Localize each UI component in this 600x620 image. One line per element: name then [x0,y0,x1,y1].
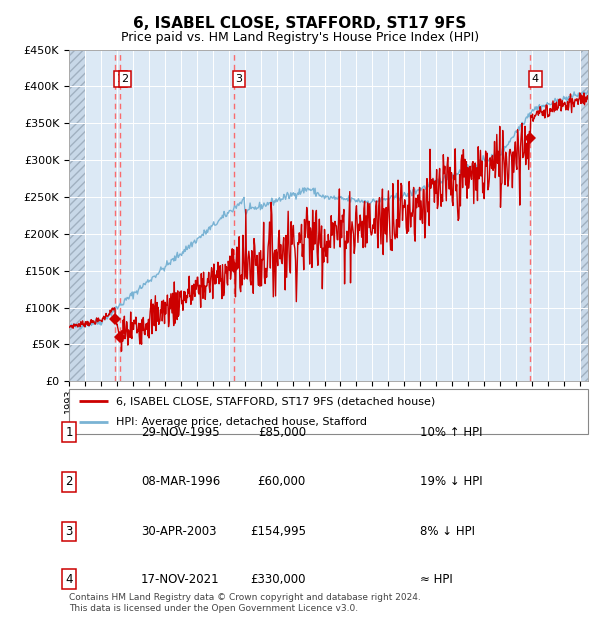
Text: 4: 4 [532,74,539,84]
FancyBboxPatch shape [69,389,588,434]
Text: 29-NOV-1995: 29-NOV-1995 [141,426,220,438]
Text: HPI: Average price, detached house, Stafford: HPI: Average price, detached house, Staf… [116,417,367,427]
Text: £60,000: £60,000 [258,476,306,488]
Text: 19% ↓ HPI: 19% ↓ HPI [420,476,482,488]
Text: ≈ HPI: ≈ HPI [420,573,453,585]
Text: 3: 3 [236,74,242,84]
Text: 6, ISABEL CLOSE, STAFFORD, ST17 9FS: 6, ISABEL CLOSE, STAFFORD, ST17 9FS [133,16,467,30]
Text: 6, ISABEL CLOSE, STAFFORD, ST17 9FS (detached house): 6, ISABEL CLOSE, STAFFORD, ST17 9FS (det… [116,396,435,407]
Text: 10% ↑ HPI: 10% ↑ HPI [420,426,482,438]
Text: 08-MAR-1996: 08-MAR-1996 [141,476,220,488]
Bar [580,50,588,381]
Text: 3: 3 [65,525,73,538]
Text: 1: 1 [65,426,73,438]
Text: Price paid vs. HM Land Registry's House Price Index (HPI): Price paid vs. HM Land Registry's House … [121,31,479,44]
Text: 2: 2 [65,476,73,488]
Text: 1: 1 [117,74,124,84]
Text: £85,000: £85,000 [258,426,306,438]
Text: 8% ↓ HPI: 8% ↓ HPI [420,525,475,538]
Text: 4: 4 [65,573,73,585]
Text: Contains HM Land Registry data © Crown copyright and database right 2024.
This d: Contains HM Land Registry data © Crown c… [69,593,421,613]
Text: £330,000: £330,000 [251,573,306,585]
Text: 17-NOV-2021: 17-NOV-2021 [141,573,220,585]
Text: 30-APR-2003: 30-APR-2003 [141,525,217,538]
Text: £154,995: £154,995 [250,525,306,538]
Text: 2: 2 [121,74,128,84]
Bar [69,50,85,381]
